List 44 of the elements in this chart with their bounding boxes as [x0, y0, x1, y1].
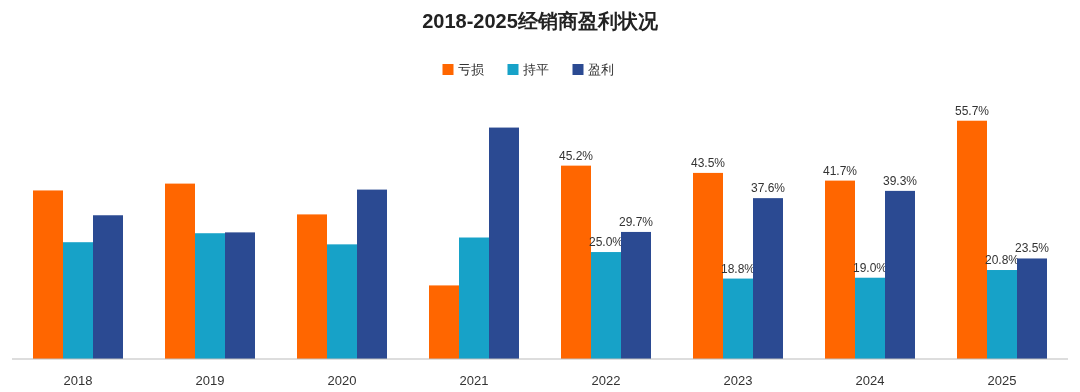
bar	[459, 237, 489, 359]
bar	[561, 165, 591, 359]
x-tick-label: 2022	[591, 373, 621, 388]
bar	[825, 180, 855, 359]
data-label: 29.7%	[618, 214, 654, 229]
bar	[327, 244, 357, 359]
data-label: 39.3%	[882, 173, 918, 188]
bar	[429, 285, 459, 359]
bar	[591, 252, 621, 359]
bar	[297, 214, 327, 359]
bar	[885, 190, 915, 359]
data-label: 55.7%	[954, 103, 990, 118]
data-label: 23.5%	[1014, 241, 1050, 256]
bar	[957, 120, 987, 359]
legend-label: 盈利	[587, 62, 614, 77]
bar	[93, 215, 123, 359]
data-label: 41.7%	[822, 163, 858, 178]
x-tick-label: 2021	[459, 373, 489, 388]
bar	[195, 233, 225, 359]
x-tick-label: 2023	[723, 373, 753, 388]
bar	[63, 242, 93, 359]
bar	[723, 278, 753, 359]
bar	[753, 198, 783, 359]
bar	[1017, 258, 1047, 359]
bar	[165, 183, 195, 359]
bar	[225, 232, 255, 359]
bar	[357, 189, 387, 359]
bar	[987, 270, 1017, 359]
bar	[33, 190, 63, 359]
bar	[855, 277, 885, 359]
bar	[489, 127, 519, 359]
x-tick-label: 2024	[855, 373, 885, 388]
chart-title: 2018-2025经销商盈利状况	[422, 10, 659, 32]
x-tick-label: 2019	[195, 373, 225, 388]
legend-label: 亏损	[457, 62, 484, 77]
x-tick-label: 2025	[987, 373, 1017, 388]
x-tick-label: 2018	[63, 373, 93, 388]
data-label: 37.6%	[750, 181, 786, 196]
data-label: 45.2%	[558, 148, 594, 163]
bar	[693, 172, 723, 359]
bar	[621, 231, 651, 359]
legend-label: 持平	[522, 62, 549, 77]
data-label: 43.5%	[690, 155, 726, 170]
x-tick-label: 2020	[327, 373, 357, 388]
